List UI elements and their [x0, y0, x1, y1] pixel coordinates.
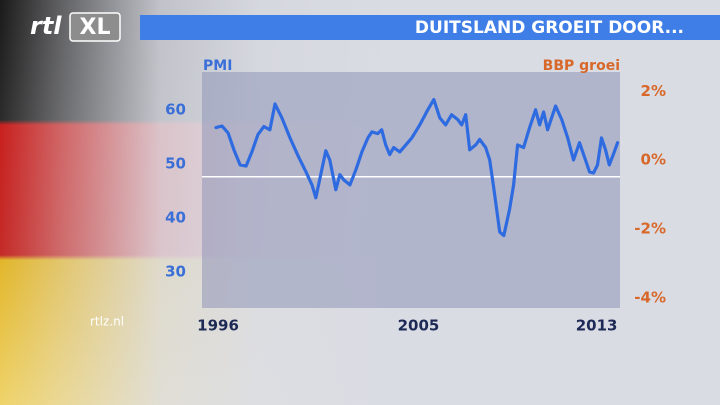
logo-box: [69, 12, 121, 42]
logo-rtl: rtl: [30, 12, 62, 40]
x-tick-label: 2013: [576, 317, 618, 335]
y-tick-label: 30: [165, 262, 186, 280]
y2-tick-label: 2%: [641, 82, 666, 100]
y-tick-label: 60: [165, 100, 186, 118]
plot-area: [202, 72, 620, 308]
y2-tick-label: -2%: [634, 219, 666, 237]
y-tick-label: 50: [165, 154, 186, 172]
logo-xl: XL: [80, 15, 111, 40]
y2-axis-title: BBP groei: [543, 58, 620, 74]
y-axis-title: PMI: [203, 58, 232, 74]
chart-title: DUITSLAND GROEIT DOOR...: [415, 18, 684, 38]
line-series: [214, 97, 620, 238]
x-tick-label: 2005: [398, 317, 440, 335]
y2-tick-label: -4%: [634, 288, 666, 306]
y-tick-label: 40: [165, 208, 186, 226]
y2-tick-label: 0%: [641, 151, 666, 169]
x-tick-label: 1996: [197, 317, 239, 335]
title-bar: [140, 15, 720, 40]
watermark: rtlz.nl: [90, 315, 124, 329]
